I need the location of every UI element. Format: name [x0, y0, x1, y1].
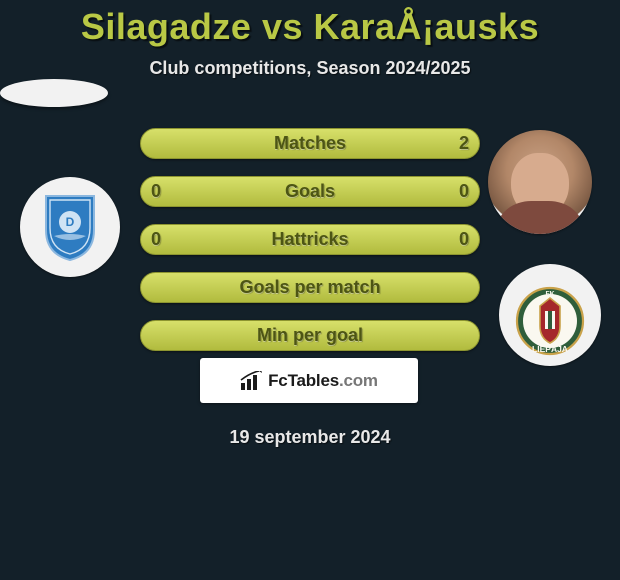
stat-left-value: 0	[151, 225, 161, 254]
stat-bar-hattricks: 0 Hattricks 0	[140, 224, 480, 255]
stat-bar-min-per-goal: Min per goal	[140, 320, 480, 351]
stat-left-value: 0	[151, 177, 161, 206]
stat-bars: Matches 2 0 Goals 0 0 Hattricks 0 Goals …	[140, 128, 480, 368]
stat-right-value: 0	[459, 225, 469, 254]
svg-text:D: D	[66, 215, 75, 229]
stat-label: Hattricks	[271, 229, 348, 250]
liepaja-crest-icon: LIEPĀJA FK	[515, 286, 585, 356]
stat-bar-goals: 0 Goals 0	[140, 176, 480, 207]
brand-text: FcTables.com	[268, 371, 378, 391]
comparison-subtitle: Club competitions, Season 2024/2025	[0, 58, 620, 79]
stat-bar-matches: Matches 2	[140, 128, 480, 159]
stat-right-value: 2	[459, 129, 469, 158]
comparison-card: Silagadze vs KaraÅ¡ausks Club competitio…	[0, 6, 620, 580]
player-right-club-badge: LIEPĀJA FK	[499, 264, 601, 366]
player-left-avatar	[0, 79, 108, 107]
stat-bar-goals-per-match: Goals per match	[140, 272, 480, 303]
brand-name: FcTables	[268, 371, 339, 390]
stat-right-value: 0	[459, 177, 469, 206]
player-right-avatar	[488, 130, 592, 234]
stat-label: Min per goal	[257, 325, 363, 346]
bar-chart-icon	[240, 371, 264, 391]
stat-label: Goals	[285, 181, 335, 202]
stat-label: Matches	[274, 133, 346, 154]
daugava-shield-icon: D	[42, 192, 98, 262]
player-left-club-badge: D	[20, 177, 120, 277]
comparison-date: 19 september 2024	[0, 427, 620, 448]
stat-label: Goals per match	[239, 277, 380, 298]
svg-text:LIEPĀJA: LIEPĀJA	[532, 344, 568, 354]
svg-text:FK: FK	[545, 291, 554, 298]
brand-badge[interactable]: FcTables.com	[200, 358, 418, 403]
comparison-title: Silagadze vs KaraÅ¡ausks	[0, 6, 620, 48]
brand-domain: .com	[339, 371, 378, 390]
